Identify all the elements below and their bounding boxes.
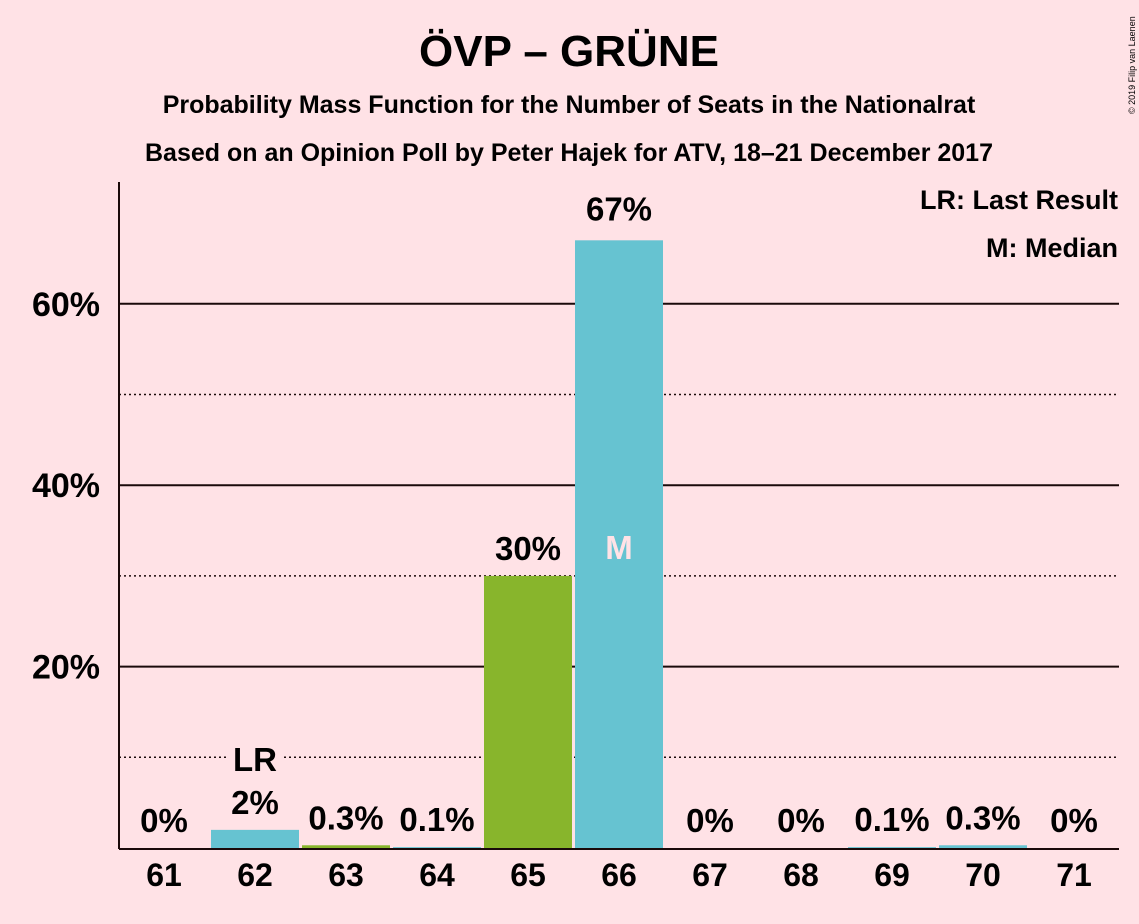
data-label-bg bbox=[847, 801, 937, 840]
y-tick-label: 40% bbox=[32, 467, 100, 505]
data-labels: 0% 2% LR 0.3% 0.1% 30% 67% M 0% 0% 0.1% 0.3% 0% bbox=[138, 190, 1100, 840]
data-label-65: 30% bbox=[495, 530, 561, 567]
data-label-bg bbox=[229, 783, 281, 822]
data-label-62: 2% bbox=[231, 784, 279, 821]
data-label-bg bbox=[1048, 802, 1100, 840]
data-label-bg bbox=[583, 190, 655, 229]
bar-64 bbox=[393, 847, 481, 848]
bars bbox=[211, 240, 1027, 848]
legend-median: M: Median bbox=[986, 233, 1118, 263]
x-axis-ticks: 61 62 63 64 65 66 67 68 69 70 71 bbox=[146, 857, 1092, 893]
data-label-bg bbox=[138, 802, 190, 840]
chart-subtitle: Probability Mass Function for the Number… bbox=[163, 91, 976, 119]
data-label-63: 0.3% bbox=[308, 799, 383, 836]
data-label-bg bbox=[684, 802, 736, 840]
bar-70 bbox=[939, 845, 1027, 848]
data-label-69: 0.1% bbox=[854, 801, 929, 838]
x-tick-71: 71 bbox=[1056, 857, 1092, 893]
data-label-64: 0.1% bbox=[399, 801, 474, 838]
x-tick-61: 61 bbox=[146, 857, 182, 893]
chart-subtitle-poll: Based on an Opinion Poll by Peter Hajek … bbox=[145, 139, 993, 167]
chart-title: ÖVP – GRÜNE bbox=[419, 27, 719, 76]
data-label-70: 0.3% bbox=[945, 799, 1020, 836]
data-label-66: 67% bbox=[586, 190, 652, 227]
x-tick-63: 63 bbox=[328, 857, 364, 893]
y-axis-ticks: 20% 40% 60% bbox=[32, 286, 100, 687]
data-label-bg bbox=[301, 799, 391, 838]
data-label-bg bbox=[392, 801, 482, 840]
last-result-label-bg bbox=[227, 740, 283, 779]
bar-62 bbox=[211, 829, 299, 848]
bar-69 bbox=[848, 847, 936, 848]
bar-66 bbox=[575, 240, 663, 848]
data-label-bg bbox=[938, 799, 1028, 838]
data-label-71: 0% bbox=[1050, 802, 1098, 839]
x-tick-69: 69 bbox=[874, 857, 910, 893]
legend-last-result: LR: Last Result bbox=[920, 185, 1118, 215]
median-marker: M bbox=[605, 529, 633, 566]
x-tick-68: 68 bbox=[783, 857, 819, 893]
bar-65 bbox=[484, 575, 572, 848]
x-tick-70: 70 bbox=[965, 857, 1001, 893]
x-tick-67: 67 bbox=[692, 857, 728, 893]
x-tick-62: 62 bbox=[237, 857, 273, 893]
y-tick-label: 20% bbox=[32, 649, 100, 687]
data-label-61: 0% bbox=[140, 802, 188, 839]
y-tick-label: 60% bbox=[32, 286, 100, 324]
copyright-text: © 2019 Filip van Laenen bbox=[1127, 16, 1137, 114]
x-tick-66: 66 bbox=[601, 857, 637, 893]
data-label-68: 0% bbox=[777, 802, 825, 839]
data-label-bg bbox=[775, 802, 827, 840]
data-label-67: 0% bbox=[686, 802, 734, 839]
data-label-bg bbox=[492, 529, 564, 568]
x-tick-64: 64 bbox=[419, 857, 455, 893]
bar-63 bbox=[302, 845, 390, 848]
x-tick-65: 65 bbox=[510, 857, 546, 893]
last-result-marker: LR bbox=[233, 741, 277, 778]
